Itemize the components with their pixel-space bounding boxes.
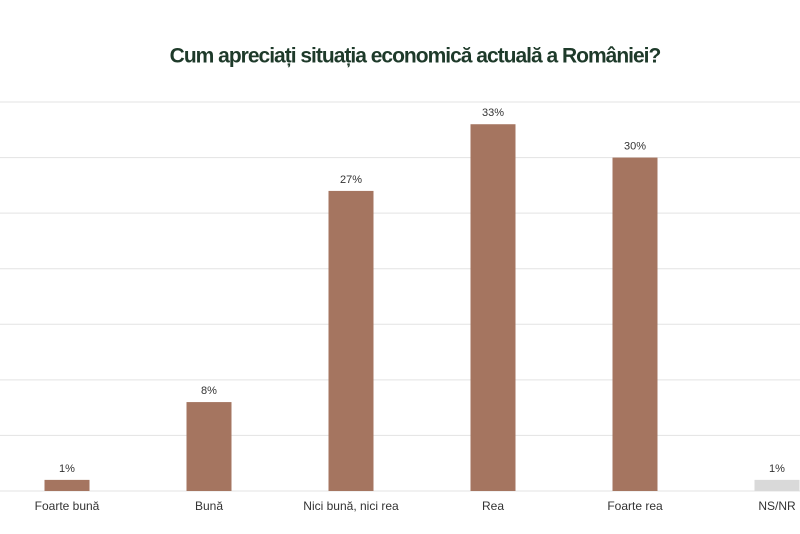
bar <box>612 157 658 492</box>
x-tick-label: Nici bună, nici rea <box>303 499 399 513</box>
bar <box>186 402 232 491</box>
bar <box>754 479 800 491</box>
value-label: 27% <box>340 174 362 186</box>
x-tick-label: Foarte bună <box>35 499 100 513</box>
x-tick-label: Rea <box>482 499 504 513</box>
value-label: 33% <box>482 107 504 119</box>
x-tick-label: Bună <box>195 499 223 513</box>
x-tick-label: NS/NR <box>758 499 796 513</box>
bar <box>470 124 516 491</box>
value-label: 8% <box>201 385 217 397</box>
bar <box>328 190 374 491</box>
value-label: 30% <box>624 140 646 152</box>
bar <box>44 479 90 491</box>
chart-title: Cum apreciați situația economică actuală… <box>170 45 661 68</box>
value-label: 1% <box>59 463 75 475</box>
value-label: 1% <box>769 463 785 475</box>
x-tick-label: Foarte rea <box>607 499 663 513</box>
